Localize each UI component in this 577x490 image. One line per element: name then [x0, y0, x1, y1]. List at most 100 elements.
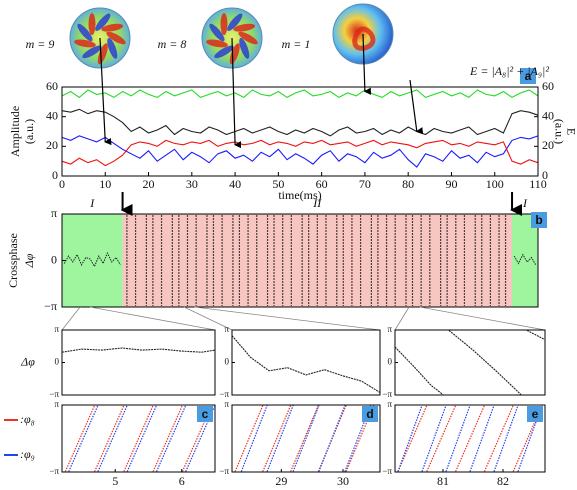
y-tick-label: −π: [49, 466, 59, 476]
y-tick-label: π: [224, 399, 229, 409]
y-axis-label: Crossphase: [6, 233, 20, 288]
panel-label: d: [366, 407, 373, 421]
panel-label-box: [197, 406, 213, 422]
y-tick-label: −π: [219, 466, 229, 476]
x-tick-label: 100: [486, 177, 504, 191]
panel-label-box: [520, 68, 536, 84]
x-tick-label: 29: [275, 474, 287, 488]
mode-petal: [106, 31, 126, 45]
mode-petal: [214, 45, 234, 59]
panel-label: a: [525, 69, 532, 83]
mode-petal: [88, 13, 96, 36]
mode-petal: [107, 37, 118, 59]
y-axis-label: Δφ: [20, 354, 35, 368]
y-tick-label: π: [54, 324, 59, 334]
crossphase-line: [231, 335, 381, 393]
region: [512, 214, 538, 307]
y2-tick-label: 20: [542, 138, 554, 152]
y-tick-label: 40: [46, 108, 58, 122]
zoom-frame: [231, 329, 381, 396]
x-tick-label: 81: [437, 474, 449, 488]
annotation-arrow: [231, 37, 242, 149]
mode-petal: [206, 39, 228, 48]
mode-petal: [97, 43, 108, 65]
mode-swirl: [352, 26, 376, 51]
y-tick-label: −π: [382, 389, 392, 399]
x-tick-label: 30: [337, 474, 349, 488]
zoom-connector: [183, 306, 233, 331]
y-tick-label: π: [51, 206, 57, 220]
series-line: [61, 135, 539, 168]
mode-petal: [101, 23, 124, 32]
y-tick-label: −π: [49, 389, 59, 399]
x-tick-label: 0: [59, 177, 65, 191]
panel-label: c: [202, 407, 209, 421]
x-tick-label: 80: [402, 177, 414, 191]
crossphase-line: [61, 347, 216, 353]
x-tick-label: 90: [445, 177, 457, 191]
phase-line: [64, 405, 213, 472]
zoom-connector: [419, 306, 546, 331]
y-tick-label: 0: [388, 357, 393, 367]
y-tick-label: −π: [219, 389, 229, 399]
x-tick-label: 70: [359, 177, 371, 191]
annotation: m = 8: [158, 37, 187, 51]
x-tick-label: 30: [186, 177, 198, 191]
y2-tick-label: 60: [542, 79, 554, 93]
mode-petal: [209, 23, 225, 42]
x-tick-label: 40: [229, 177, 241, 191]
phase-line: [397, 405, 543, 472]
panel-label-box: [362, 406, 378, 422]
y-tick-label: −π: [382, 466, 392, 476]
legend-label: :φ₉: [20, 447, 35, 461]
panel-label-box: [531, 212, 547, 228]
y-tick-label: π: [54, 399, 59, 409]
x-tick-label: 20: [143, 177, 155, 191]
y-tick-label: π: [387, 399, 392, 409]
annotation-arrow: [99, 37, 112, 146]
x-tick-label: 50: [272, 177, 284, 191]
y-tick-label: 60: [46, 79, 58, 93]
mode-petal: [233, 23, 256, 32]
panel-label: b: [535, 213, 542, 227]
y-tick-label: 0: [52, 168, 58, 182]
x-tick-label: 5: [112, 474, 118, 488]
phase-line: [68, 405, 216, 472]
y-axis-unit: Δφ: [22, 253, 36, 268]
mode-petal: [82, 45, 102, 59]
annotation-arrow: [362, 33, 372, 95]
y-tick-label: π: [224, 324, 229, 334]
x-tick-label: 60: [316, 177, 328, 191]
region-label: I: [89, 196, 95, 210]
crossphase-line: [394, 329, 546, 396]
y-tick-label: 0: [55, 357, 60, 367]
mode-petal: [77, 23, 93, 42]
mode-images: [69, 3, 394, 69]
x-axis-label: time(ms): [278, 188, 321, 202]
panel-label: e: [532, 407, 539, 421]
zoom-connector: [61, 306, 81, 331]
region-label: I: [522, 196, 528, 210]
zoom-frame: [394, 329, 546, 396]
legend-label: :φ₈: [20, 412, 35, 426]
region-label: II: [312, 196, 322, 210]
phase-line: [234, 405, 375, 472]
annotation-arrow: [409, 79, 424, 135]
zoom-connector: [194, 306, 381, 331]
y-tick-label: −π: [44, 299, 57, 313]
y-tick-label: π: [387, 324, 392, 334]
annotation: E = |A₈|² + |A₉|²: [469, 64, 549, 78]
y2-axis-label: E: [564, 128, 577, 135]
x-tick-label: 82: [497, 474, 509, 488]
mode-petal: [239, 37, 250, 59]
series-line: [61, 89, 539, 99]
mode-petal: [227, 13, 243, 31]
region: [62, 214, 123, 307]
x-tick-label: 6: [179, 474, 185, 488]
y-tick-label: 0: [51, 252, 57, 266]
y-axis-unit: (a.u.): [22, 119, 36, 144]
mode-petal: [220, 13, 228, 36]
phase-line: [240, 405, 372, 472]
plot-frame: [61, 86, 539, 177]
y-tick-label: 0: [225, 357, 230, 367]
